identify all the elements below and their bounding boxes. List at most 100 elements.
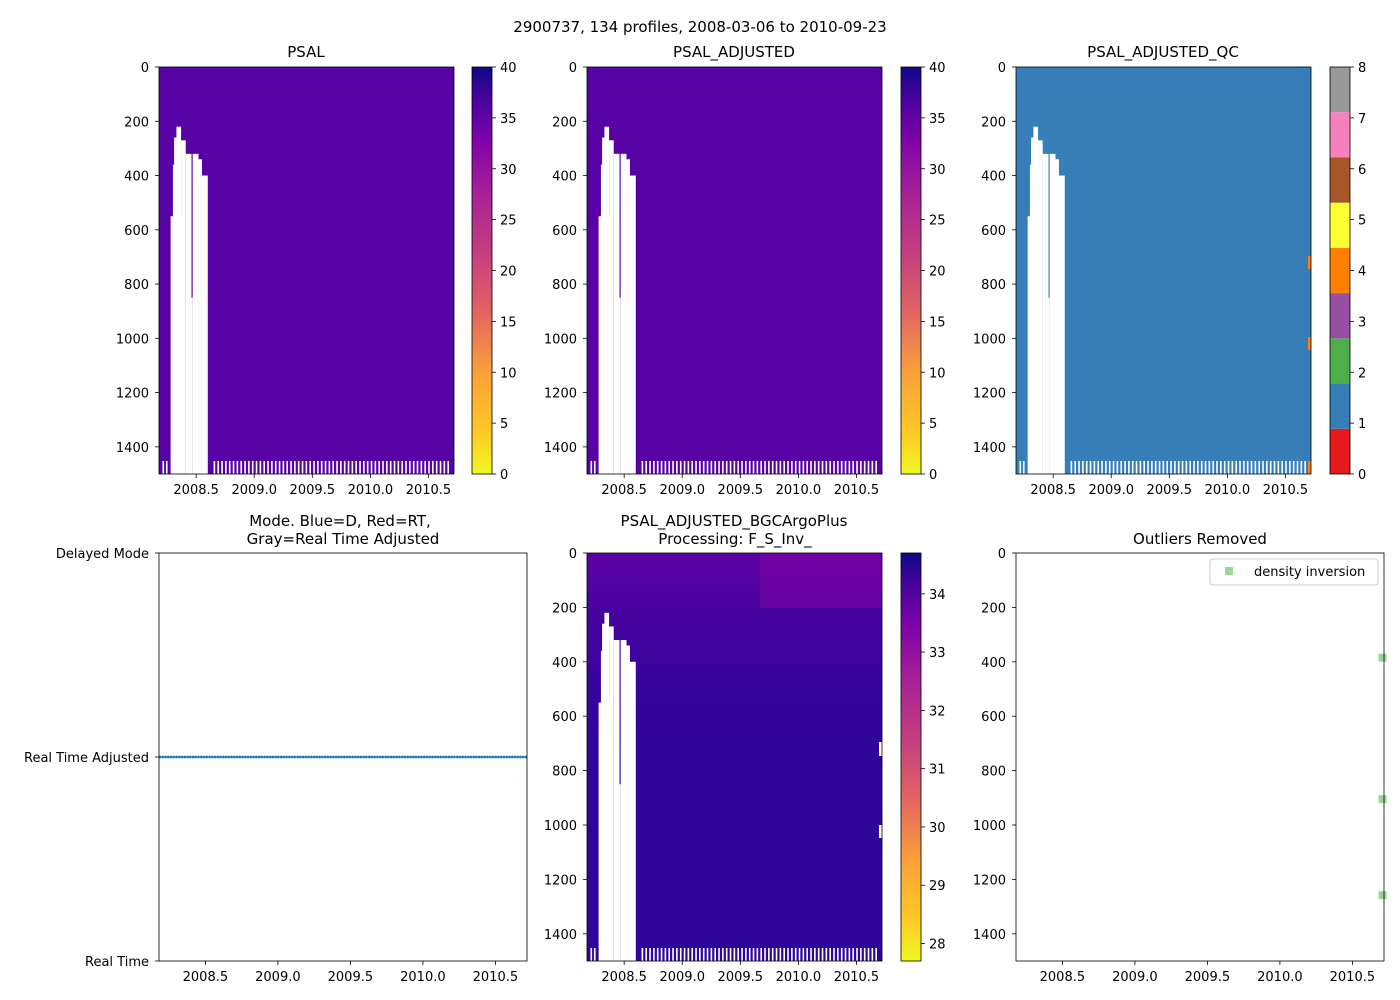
data-gap [271, 461, 273, 474]
y-tick-label: 400 [552, 170, 577, 185]
outlier-point [1378, 891, 1387, 900]
data-gap [825, 461, 828, 474]
data-gap [613, 640, 620, 961]
mode-point [180, 755, 184, 759]
data-gap [1254, 461, 1257, 474]
data-gap [1200, 461, 1203, 474]
mode-point [337, 755, 341, 759]
data-gap [791, 461, 793, 474]
x-axis: 2008.5 2009.0 2009.5 2010.0 2010.5 [1030, 474, 1308, 498]
data-gap [1082, 461, 1084, 474]
mode-point [323, 755, 327, 759]
data-gap [687, 948, 690, 961]
y-tick-label: 1400 [544, 928, 577, 943]
data-gap [213, 461, 216, 474]
data-gap [1243, 461, 1245, 474]
x-tick-label: 2009.5 [1147, 483, 1193, 498]
data-gap [729, 461, 732, 474]
mode-point [197, 755, 200, 759]
mode-point [510, 755, 514, 759]
y-axis: 0 200 400 600 800 1000 1200 1400 [973, 547, 1016, 943]
mode-point [516, 755, 520, 759]
data-gap [201, 175, 208, 475]
colorbar-tick-label: 5 [500, 417, 508, 432]
data-gap [1042, 153, 1049, 474]
data-gap [590, 948, 593, 961]
mode-point [513, 755, 517, 759]
y-axis: Delayed Mode Real Time Adjusted Real Time [24, 547, 159, 970]
mode-point [428, 755, 432, 759]
plot-frame [1015, 552, 1385, 962]
data-gap [710, 461, 713, 474]
data-gap [613, 153, 620, 474]
x-tick-label: 2009.0 [231, 483, 277, 498]
data-gap [609, 140, 614, 474]
y-tick-label: 400 [124, 170, 149, 185]
mode-point [194, 755, 198, 759]
mode-point [378, 755, 382, 759]
y-axis: 0 200 400 600 800 1000 1200 1400 [544, 61, 587, 456]
data-gap [779, 948, 782, 961]
mode-point [340, 755, 344, 759]
data-gap [1277, 461, 1280, 474]
data-gap [240, 461, 243, 474]
data-gap [879, 742, 882, 756]
data-gap [1158, 461, 1161, 474]
data-gap [374, 461, 377, 474]
data-gap [787, 948, 789, 961]
data-gap [1022, 461, 1025, 474]
data-gap [806, 948, 808, 961]
panel-title: Outliers Removed [1133, 530, 1267, 548]
data-gap [802, 948, 805, 961]
colorbar-segment [1330, 157, 1350, 203]
data-gap [1162, 461, 1165, 474]
mode-point [172, 755, 176, 759]
panel-title-line1: PSAL_ADJUSTED_BGCArgoPlus [621, 512, 848, 531]
mode-point [312, 755, 316, 759]
data-gap [810, 461, 812, 474]
data-gap [806, 461, 808, 474]
data-gap [620, 640, 627, 961]
data-gap [343, 461, 346, 474]
mode-point [353, 755, 357, 759]
data-gap [174, 137, 178, 474]
mode-point [453, 755, 456, 759]
y-tick-label: 1000 [973, 332, 1006, 347]
colorbar-ticks: 0 1 2 3 4 5 6 7 8 [1350, 61, 1366, 483]
data-gap [1131, 461, 1134, 474]
mode-point [232, 755, 236, 759]
colorbar-ticks: 0 5 10 15 20 25 30 35 40 [492, 61, 517, 483]
data-gap [1170, 461, 1172, 474]
data-gap [760, 461, 762, 474]
x-tick-label: 2010.5 [406, 483, 452, 498]
y-tick-label: 1000 [973, 819, 1006, 834]
data-gap [1120, 461, 1123, 474]
mode-point [381, 755, 385, 759]
qc-flag-4-mark [1308, 337, 1311, 350]
data-gap [405, 461, 407, 474]
data-gap [752, 948, 755, 961]
mode-point [307, 755, 311, 759]
data-gap [432, 461, 434, 474]
data-gap [1269, 461, 1272, 474]
x-tick-label: 2010.0 [776, 970, 822, 985]
y-tick-label: Real Time [85, 955, 149, 970]
data-gap [764, 461, 766, 474]
data-gap [821, 948, 824, 961]
data-gap [829, 948, 831, 961]
data-gap [185, 153, 192, 474]
data-gap [656, 948, 659, 961]
mode-point [375, 755, 379, 759]
data-gap [593, 461, 596, 474]
figure-suptitle: 2900737, 134 profiles, 2008-03-06 to 201… [513, 18, 886, 36]
mode-point [348, 755, 352, 759]
data-gap [852, 948, 854, 961]
data-gap [328, 461, 331, 474]
mode-point [403, 755, 407, 759]
data-gap [313, 461, 315, 474]
colorbar-tick-label: 6 [1358, 163, 1366, 178]
y-tick-label: 1400 [973, 928, 1006, 943]
heatmap-surface-warm [760, 553, 882, 608]
data-gap [162, 461, 165, 474]
x-tick-label: 2008.5 [601, 483, 647, 498]
